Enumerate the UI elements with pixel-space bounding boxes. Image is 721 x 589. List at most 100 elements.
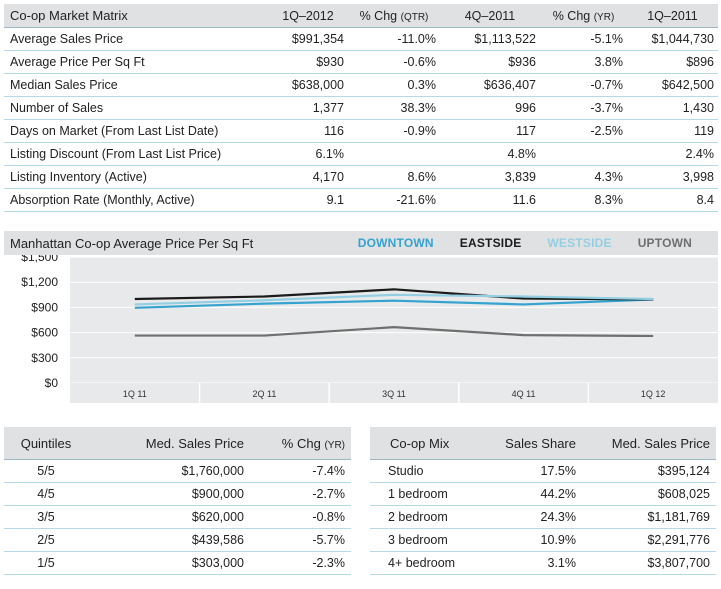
coop-mix-table: Co-op Mix Sales Share Med. Sales Price S… <box>370 427 716 575</box>
quintile-row: 1/5 $303,000 -2.3% <box>4 552 351 575</box>
matrix-body: Average Sales Price $991,354 -11.0% $1,113,… <box>4 28 718 212</box>
quintile-value: $439,586 <box>191 533 244 547</box>
med-price-header: Med. Sales Price <box>145 435 244 451</box>
chart-title: Manhattan Co-op Average Price Per Sq Ft <box>10 235 254 251</box>
metric-value: 117 <box>516 124 536 138</box>
mix-label: 2 bedroom <box>388 510 448 524</box>
quintiles-table: Quintiles Med. Sales Price % Chg (YR) 5/… <box>4 427 351 575</box>
quintiles-header-row: Quintiles Med. Sales Price % Chg (YR) <box>4 427 351 460</box>
quintile-label: 1/5 <box>37 556 55 570</box>
qtr-label: (QTR) <box>400 11 429 23</box>
mix-value: $395,124 <box>657 464 710 478</box>
metric-value: 38.3% <box>400 101 436 115</box>
quintile-value: $303,000 <box>191 556 244 570</box>
col-header-1q2012: 1Q–2012 <box>282 8 334 23</box>
metric-value: 3.8% <box>594 55 624 69</box>
yr-label: (YR) <box>593 11 615 23</box>
matrix-title: Co-op Market Matrix <box>10 8 128 23</box>
metric-value: 116 <box>324 124 344 138</box>
metric-value: 1,377 <box>312 101 344 115</box>
mix-label: 1 bedroom <box>388 487 448 501</box>
matrix-row: Days on Market (From Last List Date) 116 -… <box>4 120 718 143</box>
metric-value: -2.5% <box>590 124 623 138</box>
chg-yr-header: % Chg (YR) <box>248 436 351 451</box>
col-header-4q2011: 4Q–2011 <box>464 8 516 23</box>
mix-header-row: Co-op Mix Sales Share Med. Sales Price <box>370 427 716 460</box>
metric-label: Average Price Per Sq Ft <box>10 55 145 69</box>
mix-label: Studio <box>388 464 424 478</box>
quintile-row: 3/5 $620,000 -0.8% <box>4 506 351 529</box>
x-axis-band <box>70 383 718 403</box>
quintile-value: -0.8% <box>312 510 345 524</box>
x-tick-label: 1Q 12 <box>641 389 666 399</box>
y-tick-label: $1,200 <box>21 275 58 289</box>
metric-value: $936 <box>508 55 536 69</box>
metric-value: -21.6% <box>396 193 436 207</box>
metric-value: -0.7% <box>590 78 623 92</box>
metric-value: 6.1% <box>315 147 345 161</box>
metric-value: 3,998 <box>682 170 714 184</box>
quintile-label: 5/5 <box>37 464 55 478</box>
market-matrix-table: Co-op Market Matrix 1Q–2012 % Chg (QTR) … <box>4 4 718 212</box>
metric-label: Number of Sales <box>10 101 104 115</box>
metric-value: -3.7% <box>590 101 623 115</box>
mix-value: 10.9% <box>540 533 576 547</box>
legend-eastside: EASTSIDE <box>459 236 522 250</box>
metric-value: $1,113,522 <box>474 32 536 46</box>
quintiles-header: Quintiles <box>20 435 72 451</box>
metric-value: -0.6% <box>403 55 436 69</box>
mix-row: Studio 17.5% $395,124 <box>370 460 716 483</box>
metric-value: $991,354 <box>291 32 344 46</box>
chart-legend: DOWNTOWN EASTSIDE WESTSIDE UPTOWN <box>358 236 718 250</box>
mix-row: 4+ bedroom 3.1% $3,807,700 <box>370 552 716 575</box>
metric-value: 0.3% <box>407 78 437 92</box>
mix-value: 17.5% <box>540 464 576 478</box>
mix-row: 1 bedroom 44.2% $608,025 <box>370 483 716 506</box>
x-tick-label: 4Q 11 <box>512 389 536 399</box>
quintile-value: -7.4% <box>312 464 345 478</box>
metric-value: 8.6% <box>407 170 437 184</box>
coop-mix-header: Co-op Mix <box>390 435 450 451</box>
legend-uptown: UPTOWN <box>637 236 692 250</box>
metric-value: 9.1 <box>326 193 344 207</box>
mix-value: $1,181,769 <box>647 510 710 524</box>
quintile-label: 2/5 <box>37 533 55 547</box>
mix-value: $2,291,776 <box>647 533 710 547</box>
y-tick-label: $900 <box>31 300 58 314</box>
metric-value: 1,430 <box>682 101 714 115</box>
quintile-row: 2/5 $439,586 -5.7% <box>4 529 351 552</box>
mix-value: 44.2% <box>540 487 576 501</box>
y-tick-label: $300 <box>31 351 58 365</box>
mix-label: 4+ bedroom <box>388 556 456 570</box>
col-header-chg-yr: % Chg (YR) <box>540 9 627 23</box>
chg-label: % Chg <box>552 8 591 23</box>
metric-value: 996 <box>515 101 536 115</box>
metric-value: -5.1% <box>590 32 623 46</box>
quintile-label: 3/5 <box>37 510 55 524</box>
quintile-value: -2.3% <box>312 556 345 570</box>
plot-area <box>70 257 718 383</box>
metric-value: -11.0% <box>397 32 436 46</box>
metric-value: $896 <box>686 55 714 69</box>
mix-value: $3,807,700 <box>647 556 710 570</box>
mix-row: 3 bedroom 10.9% $2,291,776 <box>370 529 716 552</box>
metric-label: Median Sales Price <box>10 78 118 92</box>
metric-value: 4,170 <box>312 170 344 184</box>
mix-med-price-header: Med. Sales Price <box>611 435 710 451</box>
metric-label: Days on Market (From Last List Date) <box>10 124 219 138</box>
metric-label: Listing Discount (From Last List Price) <box>10 147 222 161</box>
metric-value: 2.4% <box>685 147 715 161</box>
matrix-row: Listing Inventory (Active) 4,170 8.6% 3,839… <box>4 166 718 189</box>
metric-value: $1,044,730 <box>651 32 714 46</box>
quintile-value: -2.7% <box>312 487 345 501</box>
sales-share-header: Sales Share <box>505 435 576 451</box>
chg-label: % Chg <box>359 8 398 23</box>
metric-value: 3,839 <box>504 170 536 184</box>
metric-value: -0.9% <box>403 124 436 138</box>
matrix-row: Average Sales Price $991,354 -11.0% $1,113,… <box>4 28 718 51</box>
y-tick-label: $1,500 <box>21 255 58 264</box>
x-tick-label: 1Q 11 <box>123 389 147 399</box>
metric-value: $638,000 <box>291 78 344 92</box>
quintile-value: $620,000 <box>191 510 244 524</box>
quintiles-body: 5/5 $1,760,000 -7.4% 4/5 $900,000 -2.7% 3/5 $62… <box>4 460 351 575</box>
